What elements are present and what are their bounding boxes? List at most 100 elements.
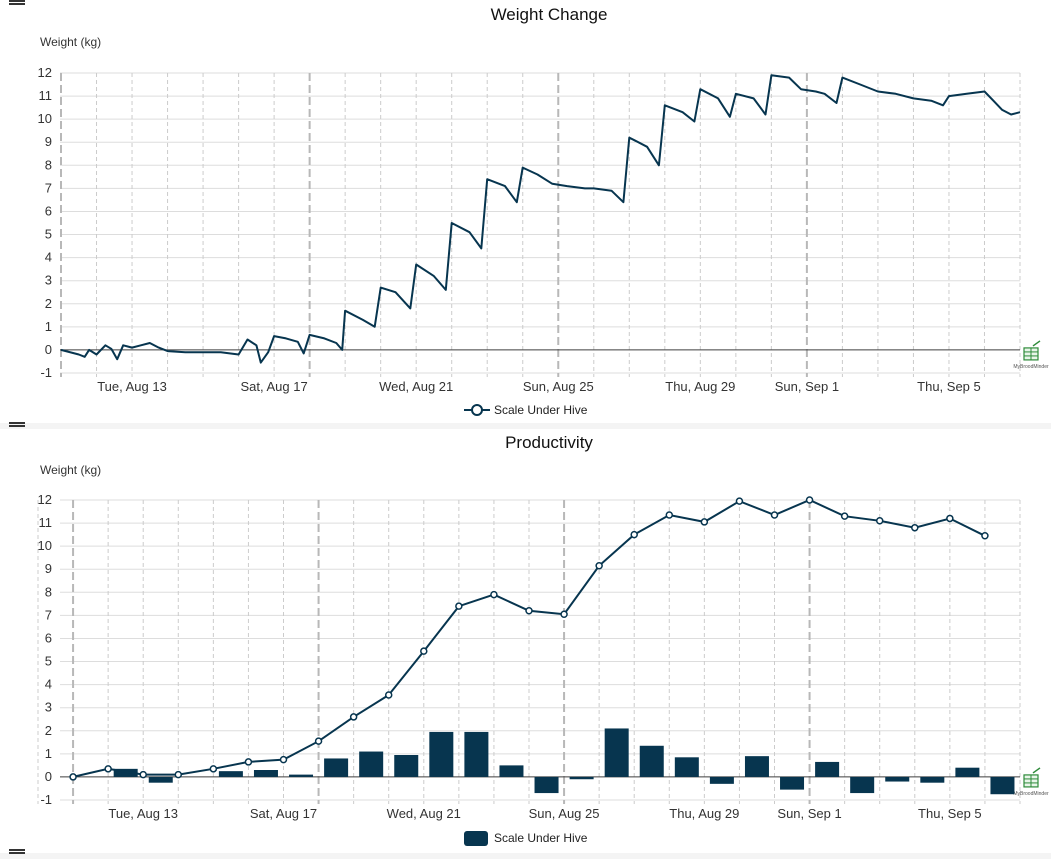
cumulative-point	[840, 512, 849, 520]
x-tick-label: Sat, Aug 17	[240, 379, 307, 394]
y-tick-label: 3	[45, 273, 52, 288]
y-tick-label: 12	[38, 65, 52, 80]
cumulative-point	[700, 518, 709, 526]
daily-bar	[885, 776, 910, 782]
cumulative-point	[770, 511, 779, 519]
daily-bar	[744, 756, 769, 777]
panel-divider	[0, 853, 1051, 859]
watermark-text: MyBroodMinder	[1013, 364, 1049, 370]
y-tick-label: 5	[45, 227, 52, 242]
watermark-text: MyBroodMinder	[1013, 791, 1049, 797]
y-tick-label: 2	[45, 296, 52, 311]
y-tick-label: 3	[45, 700, 52, 715]
cumulative-point	[560, 610, 568, 618]
x-tick-label: Sun, Sep 1	[777, 806, 841, 821]
daily-bar	[709, 776, 734, 784]
y-tick-label: 11	[39, 88, 53, 103]
y-tick-label: 11	[39, 515, 53, 530]
cumulative-point	[595, 562, 603, 570]
y-tick-label: 9	[45, 561, 52, 576]
daily-bar	[780, 776, 805, 790]
cumulative-point	[384, 691, 393, 699]
cumulative-point	[455, 602, 463, 610]
cumulative-point	[420, 647, 428, 655]
daily-bar	[464, 731, 489, 777]
cumulative-point	[805, 496, 814, 504]
resize-handle[interactable]	[9, 422, 25, 427]
cumulative-point	[104, 765, 112, 773]
legend-marker	[471, 404, 483, 416]
resize-handle[interactable]	[9, 0, 25, 5]
daily-bar	[253, 770, 278, 777]
daily-bar	[990, 776, 1015, 795]
resize-handle[interactable]	[9, 849, 25, 854]
y-tick-label: 1	[45, 746, 52, 761]
y-axis-title: Weight (kg)	[40, 35, 101, 49]
daily-bar	[955, 767, 980, 777]
daily-bar	[674, 757, 699, 777]
cumulative-point	[946, 514, 954, 523]
daily-bar	[113, 768, 138, 777]
daily-bar	[815, 761, 840, 777]
daily-bar	[639, 745, 664, 777]
y-tick-label: 5	[45, 654, 52, 669]
cumulative-point	[665, 511, 674, 519]
y-tick-label: 4	[45, 677, 52, 692]
y-tick-label: -1	[40, 792, 52, 807]
daily-bar	[534, 776, 559, 794]
cumulative-point	[314, 737, 323, 745]
y-tick-label: 10	[38, 111, 52, 126]
spreadsheet-logo-icon	[1023, 340, 1041, 361]
daily-bar	[850, 776, 875, 794]
x-tick-label: Tue, Aug 13	[108, 806, 178, 821]
y-axis-title: Weight (kg)	[40, 463, 101, 477]
cumulative-point	[875, 517, 884, 525]
legend-marker	[464, 831, 488, 846]
y-tick-label: 7	[45, 180, 52, 195]
y-tick-label: 8	[45, 157, 52, 172]
x-tick-label: Wed, Aug 21	[379, 379, 453, 394]
daily-bar	[429, 731, 454, 777]
legend-label: Scale Under Hive	[494, 831, 588, 845]
daily-bar	[324, 758, 349, 777]
cumulative-point	[630, 530, 638, 539]
y-tick-label: 6	[45, 630, 52, 645]
y-tick-label: 2	[45, 723, 52, 738]
daily-bar	[218, 771, 243, 777]
daily-bar	[569, 776, 594, 780]
y-tick-label: 0	[45, 342, 52, 357]
y-tick-label: 0	[45, 769, 52, 784]
cumulative-point	[349, 713, 358, 721]
daily-bar	[604, 728, 629, 777]
y-tick-label: 4	[45, 250, 52, 265]
x-tick-label: Thu, Aug 29	[665, 379, 735, 394]
x-tick-label: Thu, Aug 29	[669, 806, 739, 821]
y-tick-label: 7	[45, 607, 52, 622]
weight-change-panel: Weight Change Weight (kg) -1 0 1 2 3 4 5 6 7 8 9 10 11…	[0, 0, 1051, 425]
y-tick-label: 10	[38, 538, 52, 553]
cumulative-point	[525, 607, 533, 615]
x-tick-label: Thu, Sep 5	[918, 806, 982, 821]
x-tick-label: Sun, Aug 25	[523, 379, 594, 394]
weight-line	[60, 74, 1021, 364]
spreadsheet-logo-icon	[1023, 767, 1041, 788]
daily-bar	[148, 776, 173, 783]
logo-arrow	[1032, 767, 1041, 774]
cumulative-point	[911, 523, 919, 532]
x-tick-label: Wed, Aug 21	[387, 806, 461, 821]
cumulative-point	[244, 758, 253, 766]
daily-bar	[394, 755, 419, 777]
y-tick-label: 9	[45, 134, 52, 149]
x-tick-label: Sat, Aug 17	[250, 806, 317, 821]
y-tick-label: 8	[45, 584, 52, 599]
cumulative-point	[139, 770, 147, 779]
daily-bar	[359, 751, 384, 777]
x-tick-label: Sun, Aug 25	[529, 806, 600, 821]
y-tick-label: 6	[45, 203, 52, 218]
daily-bar	[499, 765, 524, 777]
x-tick-label: Sun, Sep 1	[775, 379, 839, 394]
cumulative-point	[981, 532, 989, 540]
chart-title: Weight Change	[491, 5, 608, 24]
